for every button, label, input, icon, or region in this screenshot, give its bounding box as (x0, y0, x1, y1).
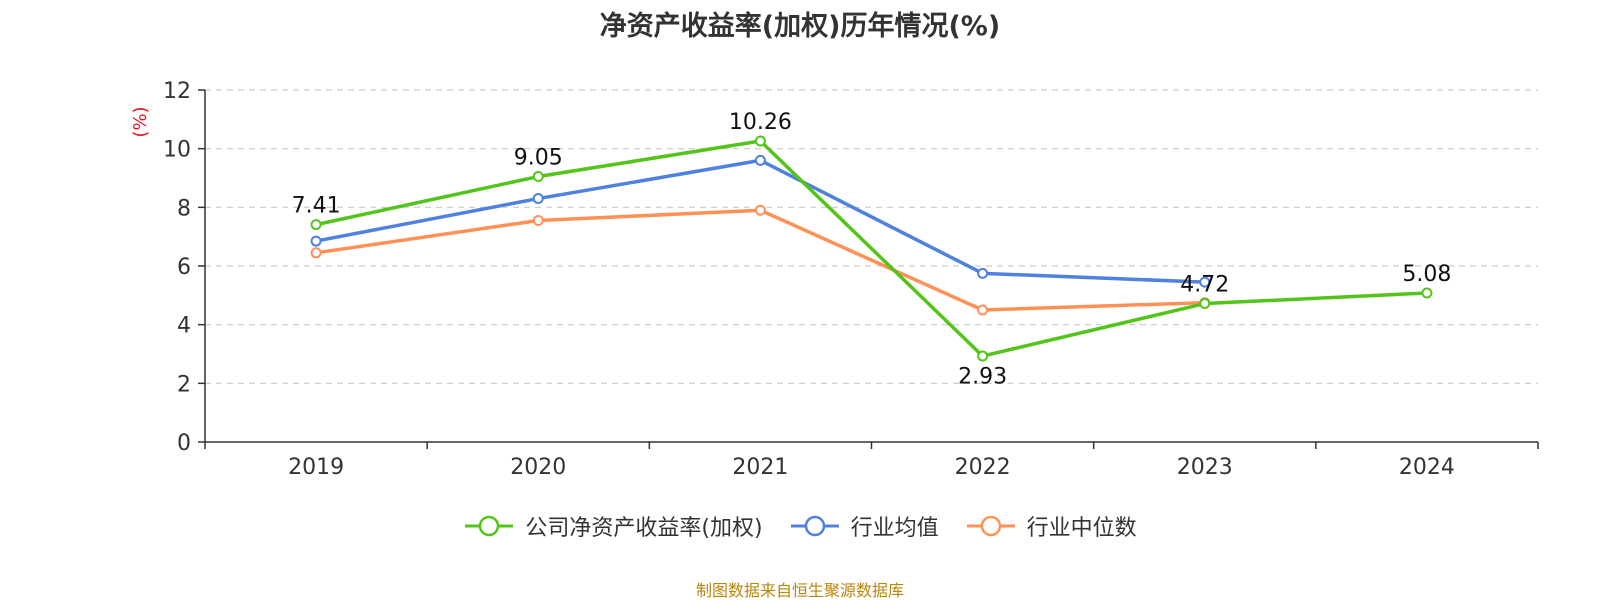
data-label: 2.93 (958, 364, 1007, 389)
series-point (977, 304, 989, 316)
legend-item[interactable]: 行业中位数 (965, 510, 1137, 542)
series-point (310, 235, 322, 247)
x-tick-label: 2023 (1177, 455, 1233, 480)
series-point (754, 154, 766, 166)
series-point (310, 219, 322, 231)
grid-lines (205, 89, 1538, 384)
data-label: 10.26 (729, 110, 792, 135)
chart-title: 净资产收益率(加权)历年情况(%) (599, 11, 1001, 42)
x-tick-label: 2024 (1399, 455, 1455, 480)
legend-label: 行业中位数 (1026, 516, 1137, 541)
y-tick-label: 10 (163, 138, 191, 163)
series-point (1199, 298, 1211, 310)
series-point (754, 135, 766, 147)
x-tick-label: 2022 (955, 455, 1011, 480)
y-axis-label: (%) (130, 106, 151, 137)
legend-marker-icon (966, 515, 1015, 537)
x-tick-label: 2020 (510, 455, 566, 480)
legend: 公司净资产收益率(加权) 行业均值 行业中位数 (0, 510, 1600, 542)
source-note: 制图数据来自恒生聚源数据库 (695, 581, 904, 600)
legend-item[interactable]: 公司净资产收益率(加权) (463, 510, 763, 542)
series-point (977, 350, 989, 362)
legend-label: 公司净资产收益率(加权) (525, 516, 763, 541)
legend-marker-icon (790, 515, 839, 537)
series-layer (310, 135, 1433, 362)
y-tick-label: 6 (177, 255, 191, 280)
legend-marker-icon (465, 515, 514, 537)
series-point (1199, 276, 1211, 288)
series-point (532, 171, 544, 183)
x-tick-label: 2019 (288, 455, 344, 480)
y-tick-label: 2 (177, 372, 191, 397)
data-label: 7.41 (292, 194, 341, 219)
data-labels: 7.41 9.05 10.26 2.93 4.72 5.08 (292, 110, 1452, 389)
series-point (532, 215, 544, 227)
y-tick-label: 12 (163, 79, 191, 104)
legend-item[interactable]: 行业均值 (789, 510, 939, 542)
x-tick-label: 2021 (732, 455, 788, 480)
y-tick-label: 8 (177, 196, 191, 221)
series-line (315, 139, 1427, 358)
y-tick-label: 0 (177, 431, 191, 456)
legend-label: 行业均值 (850, 516, 939, 541)
series-point (977, 267, 989, 279)
series-point (310, 247, 322, 259)
y-tick-label: 4 (177, 314, 191, 339)
series-point (1421, 287, 1433, 299)
series-line (315, 208, 1205, 312)
series-point (754, 204, 766, 216)
data-label: 5.08 (1402, 262, 1451, 287)
data-label: 4.72 (1180, 273, 1229, 298)
series-line (315, 158, 1205, 284)
series-point (532, 193, 544, 205)
data-label: 9.05 (514, 146, 563, 171)
axes: 0 2 4 6 8 10 12 2019 2020 2021 2022 2023 2024 (163, 79, 1539, 480)
